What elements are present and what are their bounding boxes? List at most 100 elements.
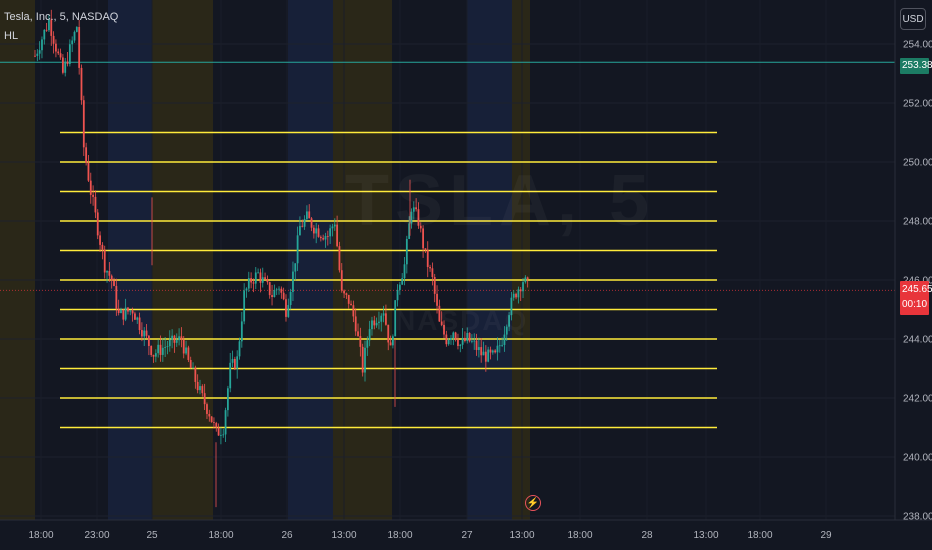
candle-body	[357, 331, 359, 337]
candle-body	[257, 272, 259, 274]
candle-body	[368, 329, 371, 341]
candle-body	[136, 317, 139, 320]
price-tick-label: 248.00	[903, 217, 932, 228]
interval-label[interactable]: 5	[59, 11, 66, 23]
candle-body	[261, 277, 264, 283]
candle-body	[431, 268, 434, 277]
time-tick-label: 18:00	[208, 530, 233, 541]
candle-body	[326, 236, 329, 237]
candle-body	[48, 19, 50, 31]
candle-body	[96, 212, 99, 236]
candle-body	[240, 321, 243, 342]
session-band	[288, 0, 333, 520]
candle-body	[319, 236, 322, 239]
candle-body	[50, 19, 53, 36]
candle-body	[259, 272, 262, 283]
candle-body	[287, 305, 290, 317]
candle-body	[510, 297, 513, 316]
candle-body	[131, 310, 134, 314]
candle-body	[57, 51, 60, 54]
candle-body	[482, 351, 485, 356]
candle-body	[324, 236, 327, 240]
candle-body	[175, 340, 178, 343]
candle-body	[345, 293, 348, 295]
candle-body	[106, 271, 108, 273]
session-band	[467, 0, 512, 520]
lightning-icon[interactable]: ⚡	[525, 495, 541, 511]
candle-body	[429, 267, 431, 269]
candle-body	[489, 349, 492, 353]
price-tick-label: 254.00	[903, 40, 932, 51]
candle-body	[498, 345, 501, 347]
currency-button[interactable]: USD	[900, 8, 926, 30]
candle-body	[129, 310, 132, 312]
candle-body	[378, 321, 380, 323]
candle-body	[68, 44, 71, 64]
exchange-label: NASDAQ	[71, 11, 119, 23]
candle-body	[108, 271, 111, 276]
candle-body	[231, 358, 234, 363]
candle-body	[308, 211, 311, 219]
candle-body	[322, 238, 325, 240]
candle-body	[229, 362, 232, 389]
candle-body	[491, 350, 494, 353]
candle-body	[526, 277, 529, 279]
candle-body	[203, 393, 206, 405]
symbol-legend-row[interactable]: Tesla, Inc., 5, NASDAQ	[4, 11, 119, 23]
candle-body	[34, 55, 36, 57]
time-tick-label: 27	[461, 530, 473, 541]
price-line-badge[interactable]: 253.38	[900, 58, 932, 74]
candlestick-series	[34, 9, 529, 508]
candle-body	[398, 284, 401, 290]
candle-body	[408, 223, 411, 239]
candle-body	[213, 422, 215, 423]
candle-body	[150, 345, 153, 355]
candle-body	[52, 35, 55, 44]
indicator-legend-row[interactable]: HL	[4, 29, 118, 43]
exchange-watermark: NASDAQ	[395, 305, 528, 337]
candle-body	[208, 413, 211, 417]
candle-body	[459, 344, 462, 346]
candle-body	[292, 271, 294, 292]
candle-body	[477, 347, 480, 350]
candle-body	[315, 228, 318, 234]
candle-body	[282, 292, 285, 300]
candle-body	[364, 347, 366, 373]
candle-body	[496, 345, 499, 353]
candle-body	[120, 309, 122, 314]
candle-body	[312, 227, 315, 234]
candle-body	[331, 226, 334, 229]
symbol-name[interactable]: Tesla, Inc.	[4, 11, 54, 23]
candle-body	[178, 336, 180, 341]
candle-body	[36, 53, 39, 56]
candle-body	[480, 347, 483, 356]
candle-body	[361, 346, 364, 373]
time-axis[interactable]: 18:00 23:00 25 18:00 26 13:00 18:00 27 13:00 18:0…	[28, 530, 832, 541]
time-tick-label: 13:00	[331, 530, 356, 541]
candle-body	[501, 344, 504, 346]
candle-body	[275, 289, 278, 291]
candle-body	[424, 248, 427, 250]
candle-body	[87, 162, 90, 181]
candle-body	[41, 39, 43, 51]
candle-body	[161, 347, 164, 355]
candle-body	[336, 224, 339, 247]
indicator-label[interactable]: HL	[4, 30, 19, 42]
candle-body	[192, 367, 194, 369]
candle-body	[187, 347, 190, 360]
price-tick-label: 238.00	[903, 512, 932, 523]
candle-body	[403, 264, 406, 279]
candle-body	[440, 321, 443, 325]
candle-body	[145, 330, 148, 336]
candle-body	[171, 335, 174, 340]
candle-body	[185, 347, 187, 354]
candle-body	[512, 293, 515, 298]
candle-body	[294, 263, 297, 272]
candle-body	[443, 324, 445, 335]
candle-body	[55, 43, 57, 52]
candle-body	[236, 356, 239, 369]
candle-body	[301, 225, 304, 227]
candle-body	[382, 313, 385, 316]
candle-body	[503, 334, 506, 345]
